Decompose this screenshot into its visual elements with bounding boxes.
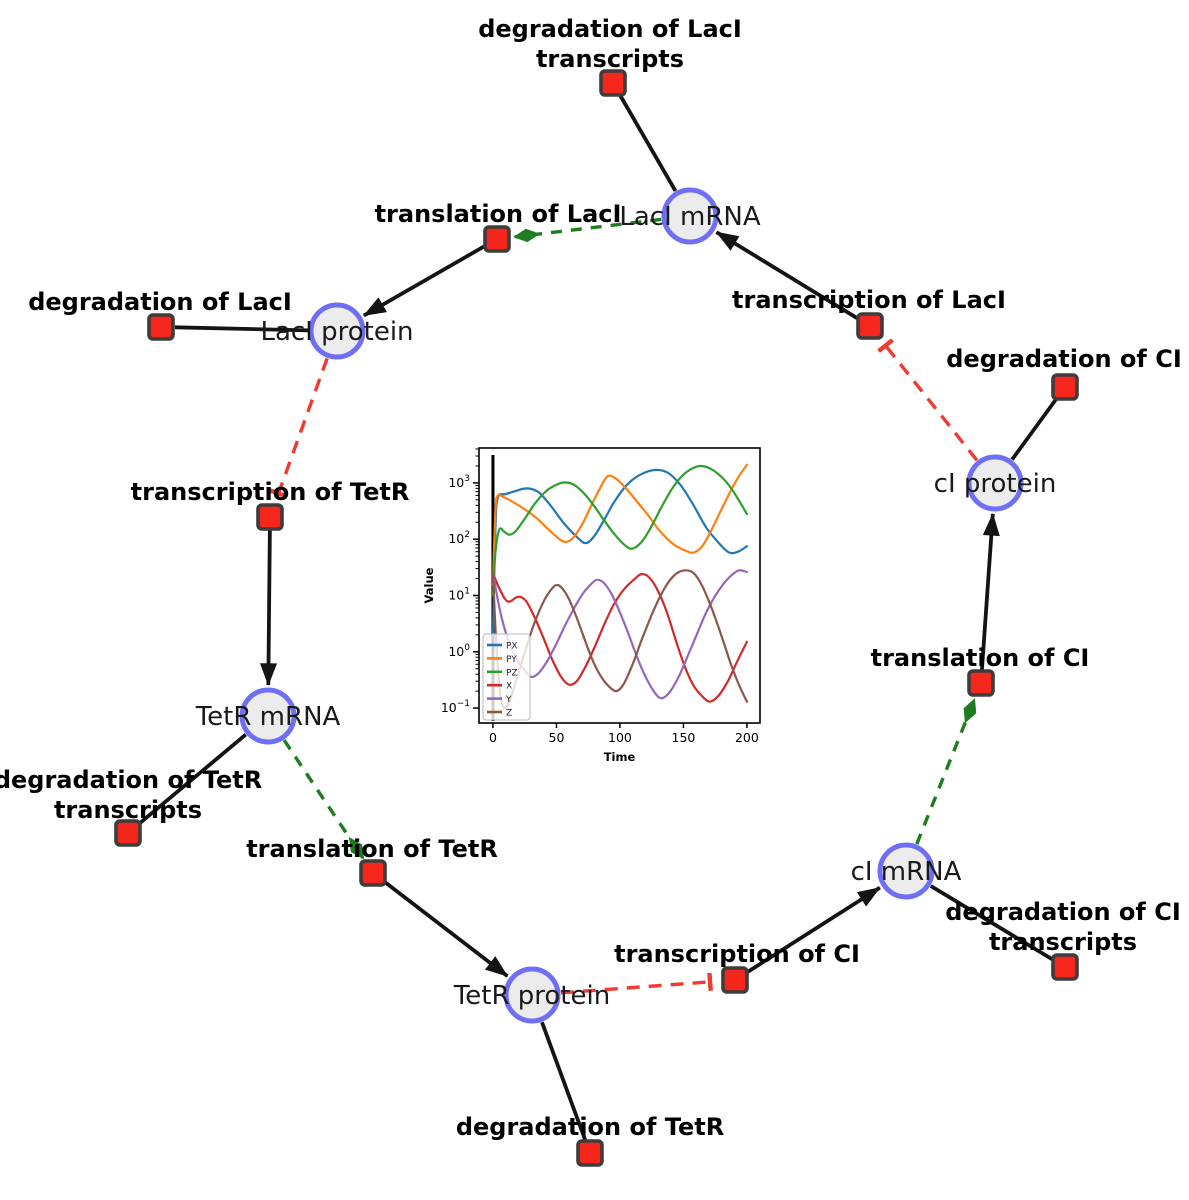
reaction-label-translation-laci: translation of LacI bbox=[375, 200, 622, 228]
legend-label-pz: PZ bbox=[506, 668, 518, 678]
y-tick-label: 103 bbox=[448, 474, 470, 490]
nodes-layer bbox=[114, 69, 1079, 1167]
species-node-laci-mrna bbox=[661, 187, 719, 245]
species-node-tetr-protein bbox=[503, 966, 561, 1024]
edge-production-translation-ci-to-ci-protein bbox=[980, 512, 1000, 671]
edge-inhibition-ci-protein-to-transcription-laci bbox=[877, 338, 979, 462]
species-node-laci-protein bbox=[308, 302, 366, 360]
edge-production-transcription-ci-to-ci-mrna bbox=[744, 886, 881, 975]
reaction-node-deg-ci-tx bbox=[1051, 953, 1079, 981]
reaction-node-transcription-laci bbox=[856, 312, 884, 340]
series-line-py bbox=[491, 463, 748, 587]
edge-production-translation-tetr-to-tetr-protein bbox=[382, 879, 509, 978]
reaction-node-deg-laci bbox=[147, 313, 175, 341]
reaction-label-deg-laci: degradation of LacI bbox=[28, 288, 292, 316]
edge-consumption-ci-protein-to-deg-ci bbox=[1010, 397, 1059, 461]
species-node-tetr-mrna bbox=[239, 687, 297, 745]
x-tick-label: 0 bbox=[489, 730, 497, 745]
reaction-label-deg-laci-tx: transcripts bbox=[536, 45, 684, 73]
x-tick-label: 150 bbox=[672, 730, 696, 745]
reaction-label-deg-tetr-tx: transcripts bbox=[54, 796, 202, 824]
edge-production-translation-laci-to-laci-protein bbox=[362, 243, 487, 318]
legend-label-px: PX bbox=[506, 642, 518, 652]
x-axis-title: Time bbox=[604, 750, 636, 764]
inset-timeseries-chart: 0 50 100 150 200 10−1 100 101 102 103 Time Value PX P… bbox=[422, 447, 761, 764]
reaction-node-translation-ci bbox=[967, 669, 995, 697]
legend-label-y: Y bbox=[505, 695, 512, 705]
edge-inhibition-tetr-protein-to-transcription-ci bbox=[560, 972, 713, 995]
x-tick-label: 100 bbox=[608, 730, 632, 745]
edge-inhibition-laci-protein-to-transcription-tetr bbox=[269, 357, 329, 499]
y-tick-label: 10−1 bbox=[441, 699, 470, 715]
edge-modifier-ci-mrna-to-translation-ci bbox=[915, 698, 977, 845]
reaction-label-translation-tetr: translation of TetR bbox=[246, 835, 498, 863]
series-line-pz bbox=[491, 464, 748, 597]
edge-consumption-tetr-protein-to-deg-tetr bbox=[540, 1021, 587, 1141]
edge-modifier-laci-mrna-to-translation-laci bbox=[513, 217, 662, 243]
reaction-label-deg-tetr-tx: degradation of TetR bbox=[0, 766, 262, 794]
y-tick-label: 102 bbox=[448, 530, 470, 546]
species-label-laci-protein: LacI protein bbox=[260, 317, 413, 347]
x-tick-label: 200 bbox=[735, 730, 759, 745]
reaction-label-deg-laci-tx: degradation of LacI bbox=[478, 15, 742, 43]
reaction-label-transcription-ci: transcription of CI bbox=[614, 940, 860, 968]
reaction-node-deg-ci bbox=[1051, 373, 1079, 401]
y-tick-label: 101 bbox=[448, 586, 470, 602]
species-node-ci-mrna bbox=[877, 842, 935, 900]
edge-production-transcription-laci-to-laci-mrna bbox=[715, 230, 860, 321]
reaction-node-translation-laci bbox=[483, 225, 511, 253]
species-label-laci-mrna: LacI mRNA bbox=[619, 202, 760, 232]
edge-consumption-ci-mrna-to-deg-ci-tx bbox=[929, 884, 1054, 962]
legend-label-py: PY bbox=[506, 655, 517, 665]
reaction-label-transcription-tetr: transcription of TetR bbox=[131, 478, 410, 506]
reaction-node-transcription-tetr bbox=[256, 503, 284, 531]
edge-consumption-laci-protein-to-deg-laci bbox=[174, 325, 309, 333]
reaction-node-deg-laci-tx bbox=[599, 69, 627, 97]
reaction-label-deg-ci-tx: degradation of CI bbox=[945, 898, 1181, 926]
x-tick-label: 50 bbox=[549, 730, 565, 745]
species-label-ci-protein: cI protein bbox=[934, 469, 1057, 499]
chart-series-layer bbox=[491, 463, 748, 710]
edge-modifier-tetr-mrna-to-translation-tetr bbox=[282, 739, 365, 860]
reaction-label-deg-ci-tx: transcripts bbox=[989, 928, 1137, 956]
reaction-label-transcription-laci: transcription of LacI bbox=[732, 286, 1006, 314]
species-label-tetr-protein: TetR protein bbox=[453, 981, 610, 1011]
species-node-ci-protein bbox=[966, 454, 1024, 512]
reaction-node-deg-tetr-tx bbox=[114, 819, 142, 847]
reaction-node-deg-tetr bbox=[576, 1139, 604, 1167]
reaction-label-deg-ci: degradation of CI bbox=[946, 345, 1182, 373]
edge-consumption-tetr-mrna-to-deg-tetr-tx bbox=[137, 733, 247, 826]
edge-consumption-laci-mrna-to-deg-laci-tx bbox=[618, 94, 678, 192]
edge-production-transcription-tetr-to-tetr-mrna bbox=[260, 529, 278, 686]
species-label-tetr-mrna: TetR mRNA bbox=[195, 702, 341, 732]
labels-layer: degradation of LacItranscriptstranslatio… bbox=[0, 15, 1182, 1141]
legend-label-z: Z bbox=[506, 709, 512, 719]
reaction-label-translation-ci: translation of CI bbox=[871, 644, 1090, 672]
reaction-node-transcription-ci bbox=[721, 966, 749, 994]
legend-label-x: X bbox=[506, 682, 512, 692]
species-label-ci-mrna: cI mRNA bbox=[851, 857, 962, 887]
y-axis-title: Value bbox=[422, 567, 436, 603]
y-tick-label: 100 bbox=[448, 643, 470, 659]
reaction-node-translation-tetr bbox=[359, 859, 387, 887]
edges-layer bbox=[137, 94, 1059, 1141]
reaction-label-deg-tetr: degradation of TetR bbox=[456, 1113, 724, 1141]
